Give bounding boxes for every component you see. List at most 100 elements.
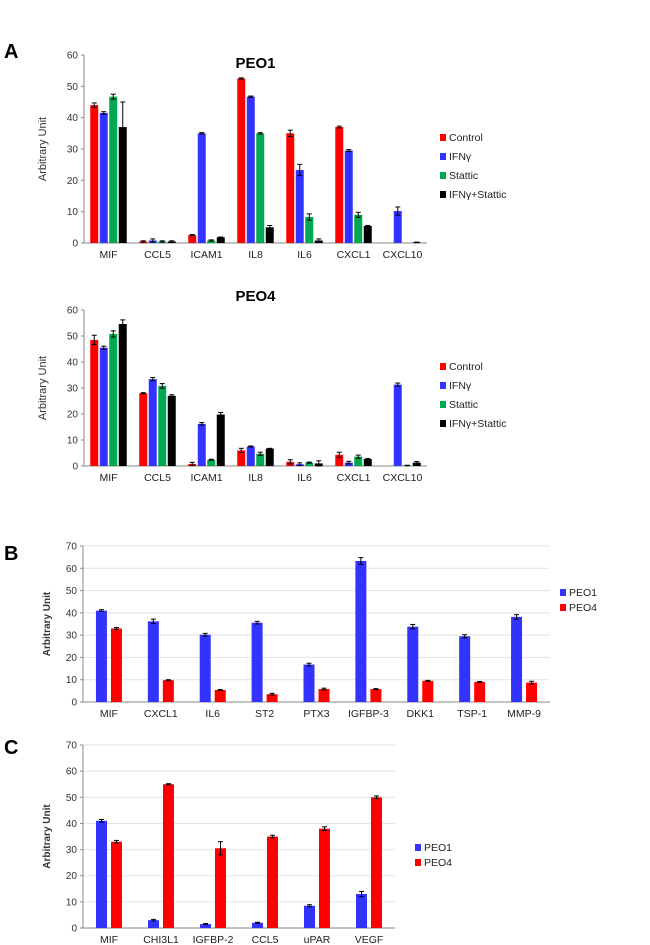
x-tick-label: CCL5 (252, 934, 279, 945)
bar-ifn--cxcl10 (393, 211, 402, 243)
bar-peo4-mif (110, 628, 122, 702)
bar-ifn-stattic-cxcl10 (412, 462, 421, 466)
legend-label: Control (449, 132, 483, 144)
bar-control-cxcl1 (335, 454, 344, 466)
x-tick-label: IL6 (205, 708, 220, 720)
bar-ifn-stattic-mif (118, 127, 127, 243)
legend-swatch (440, 420, 446, 427)
bar-peo1-igfbp-3 (355, 560, 367, 702)
legend-swatch (440, 363, 446, 370)
bar-stattic-mif (109, 96, 118, 243)
bar-stattic-il6 (305, 462, 314, 466)
bar-peo1-vegf (356, 894, 367, 928)
bar-peo1-upar (304, 905, 315, 928)
chart-title: PEO4 (235, 288, 276, 305)
y-tick-label: 70 (66, 741, 78, 752)
x-tick-label: IGFBP-2 (193, 934, 234, 945)
bar-peo4-chi3l1 (163, 784, 174, 928)
bar-ifn-stattic-ccl5 (167, 395, 176, 466)
legend-swatch (440, 172, 446, 179)
bar-peo4-tsp-1 (474, 681, 486, 702)
y-tick-label: 20 (66, 871, 78, 882)
x-tick-label: MIF (100, 934, 118, 945)
bar-peo4-ccl5 (267, 836, 278, 928)
bar-ifn--cxcl1 (344, 150, 353, 243)
bar-ifn--il8 (246, 446, 255, 466)
y-axis-label: Arbitrary Unit (42, 591, 53, 656)
bar-peo4-upar (319, 828, 330, 928)
x-tick-label: CCL5 (144, 249, 171, 261)
x-tick-label: CHI3L1 (143, 934, 179, 945)
y-axis-label: Arbitrary Unit (37, 117, 49, 181)
bar-stattic-cxcl1 (354, 456, 363, 466)
bar-stattic-mif (109, 333, 118, 466)
legend-swatch (440, 382, 446, 389)
x-tick-label: ICAM1 (190, 249, 222, 261)
bar-peo1-il6 (199, 634, 211, 702)
y-tick-label: 10 (67, 207, 79, 218)
legend-label: PEO1 (569, 587, 597, 599)
y-tick-label: 30 (67, 145, 79, 156)
legend-swatch (440, 134, 446, 141)
y-tick-label: 10 (67, 436, 79, 447)
legend-swatch (560, 589, 566, 596)
bar-control-cxcl1 (335, 127, 344, 243)
bar-ifn-stattic-icam1 (216, 237, 225, 243)
y-tick-label: 0 (72, 239, 78, 250)
bar-peo1-ptx3 (303, 664, 315, 702)
x-tick-label: DKK1 (407, 708, 435, 720)
x-tick-label: CXCL1 (144, 708, 178, 720)
bar-peo4-dkk1 (422, 680, 434, 702)
legend-label: Stattic (449, 399, 478, 411)
bar-stattic-il8 (256, 133, 265, 243)
y-tick-label: 20 (67, 410, 79, 421)
bar-ifn--cxcl10 (393, 384, 402, 466)
bar-control-il8 (237, 450, 246, 466)
y-axis-label: Arbitrary Unit (37, 356, 49, 420)
bar-stattic-icam1 (207, 459, 216, 466)
x-tick-label: uPAR (304, 934, 331, 945)
legend-swatch (440, 153, 446, 160)
chart-3: Arbitrary Unit 0 10 20 30 40 50 60 70 MIF CHI3L1 IG… (42, 741, 452, 945)
bar-peo1-st2 (251, 622, 263, 702)
chart-0: PEO1 Arbitrary Unit 0 10 20 30 40 50 60 MIF CCL5 IC… (37, 51, 506, 262)
bar-ifn-stattic-mif (118, 324, 127, 466)
y-tick-label: 20 (66, 653, 78, 664)
x-tick-label: VEGF (355, 934, 384, 945)
bar-peo4-vegf (371, 797, 382, 928)
y-axis-label: Arbitrary Unit (42, 804, 53, 869)
bar-control-icam1 (188, 235, 197, 243)
y-tick-label: 20 (67, 176, 79, 187)
bar-peo4-mif (111, 841, 122, 928)
x-tick-label: MMP-9 (507, 708, 541, 720)
chart-1: PEO4 Arbitrary Unit 0 10 20 30 40 50 60 MIF CCL5 IC… (37, 288, 506, 484)
bar-stattic-icam1 (207, 240, 216, 243)
bar-peo4-mmp-9 (526, 682, 538, 702)
bar-control-il8 (237, 78, 246, 243)
y-tick-label: 40 (66, 819, 78, 830)
bar-peo1-ccl5 (252, 922, 263, 928)
bar-ifn--ccl5 (148, 379, 157, 466)
x-tick-label: IGFBP-3 (348, 708, 389, 720)
panel-label-c: C (4, 737, 18, 759)
y-tick-label: 60 (67, 51, 79, 62)
y-tick-label: 40 (67, 358, 79, 369)
bar-ifn-stattic-il8 (265, 448, 274, 466)
bar-ifn--icam1 (197, 133, 206, 243)
legend-label: PEO1 (424, 842, 452, 854)
y-tick-label: 10 (66, 675, 78, 686)
y-tick-label: 60 (67, 306, 79, 317)
legend-label: IFNγ+Stattic (449, 189, 506, 201)
x-tick-label: MIF (99, 249, 117, 261)
chart-title: PEO1 (235, 55, 275, 72)
y-tick-label: 10 (66, 897, 78, 908)
bar-ifn--mif (99, 347, 108, 466)
y-tick-label: 50 (67, 332, 79, 343)
x-tick-label: IL6 (297, 472, 312, 484)
x-tick-label: CCL5 (144, 472, 171, 484)
x-tick-label: MIF (100, 708, 118, 720)
x-tick-label: IL6 (297, 249, 312, 261)
y-tick-label: 0 (72, 462, 78, 473)
bar-peo1-igfbp-2 (200, 924, 211, 928)
bar-control-il6 (286, 133, 295, 243)
